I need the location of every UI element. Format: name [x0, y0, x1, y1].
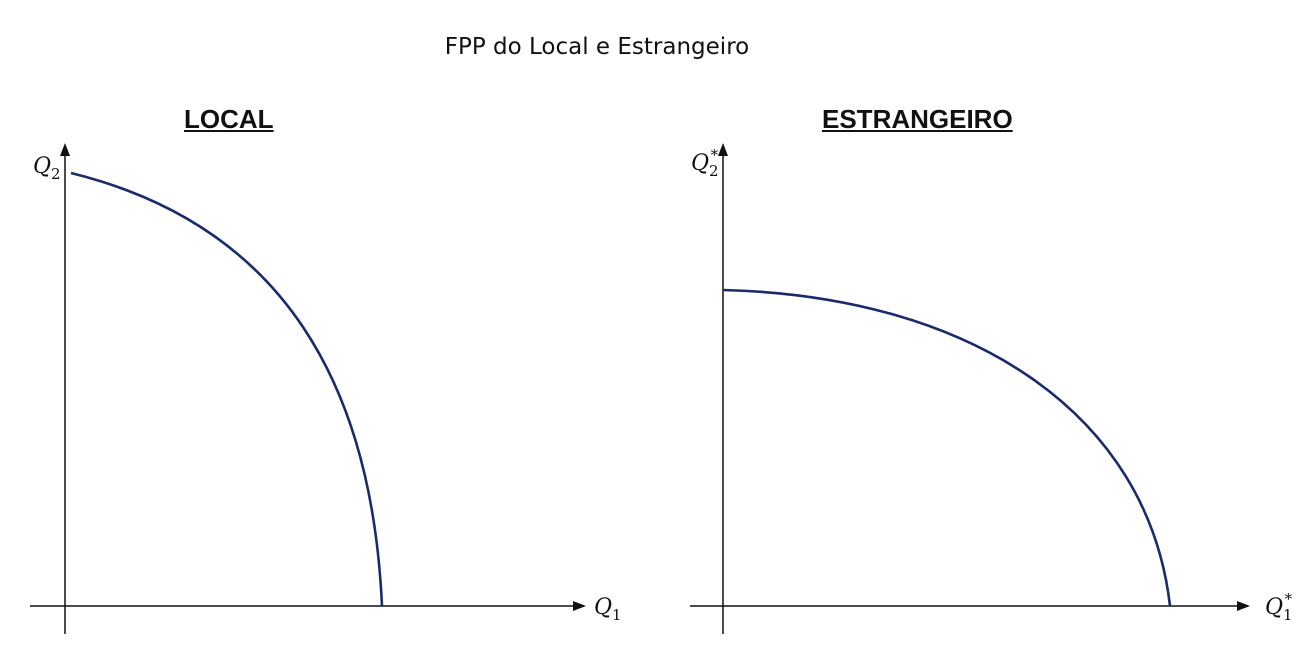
foreign-x-axis-label: Q1* — [1265, 590, 1293, 624]
local-panel-title: LOCAL — [184, 104, 274, 134]
local-x-axis-label: Q1 — [594, 595, 622, 624]
local-panel: Q2 Q1 — [30, 143, 622, 634]
foreign-panel: Q2* Q1* — [690, 143, 1293, 634]
foreign-ppf-curve — [722, 288, 1172, 607]
figure-title: FPP do Local e Estrangeiro — [444, 34, 750, 60]
foreign-panel-title: ESTRANGEIRO — [822, 104, 1013, 134]
local-x-axis-arrow — [573, 601, 586, 611]
local-y-axis-label: Q2 — [33, 154, 61, 183]
foreign-y-axis-label: Q2* — [691, 146, 719, 180]
foreign-x-axis-arrow — [1237, 601, 1250, 611]
foreign-y-axis-arrow — [718, 143, 728, 156]
local-y-axis-arrow — [60, 143, 70, 156]
local-ppf-curve — [70, 171, 384, 607]
